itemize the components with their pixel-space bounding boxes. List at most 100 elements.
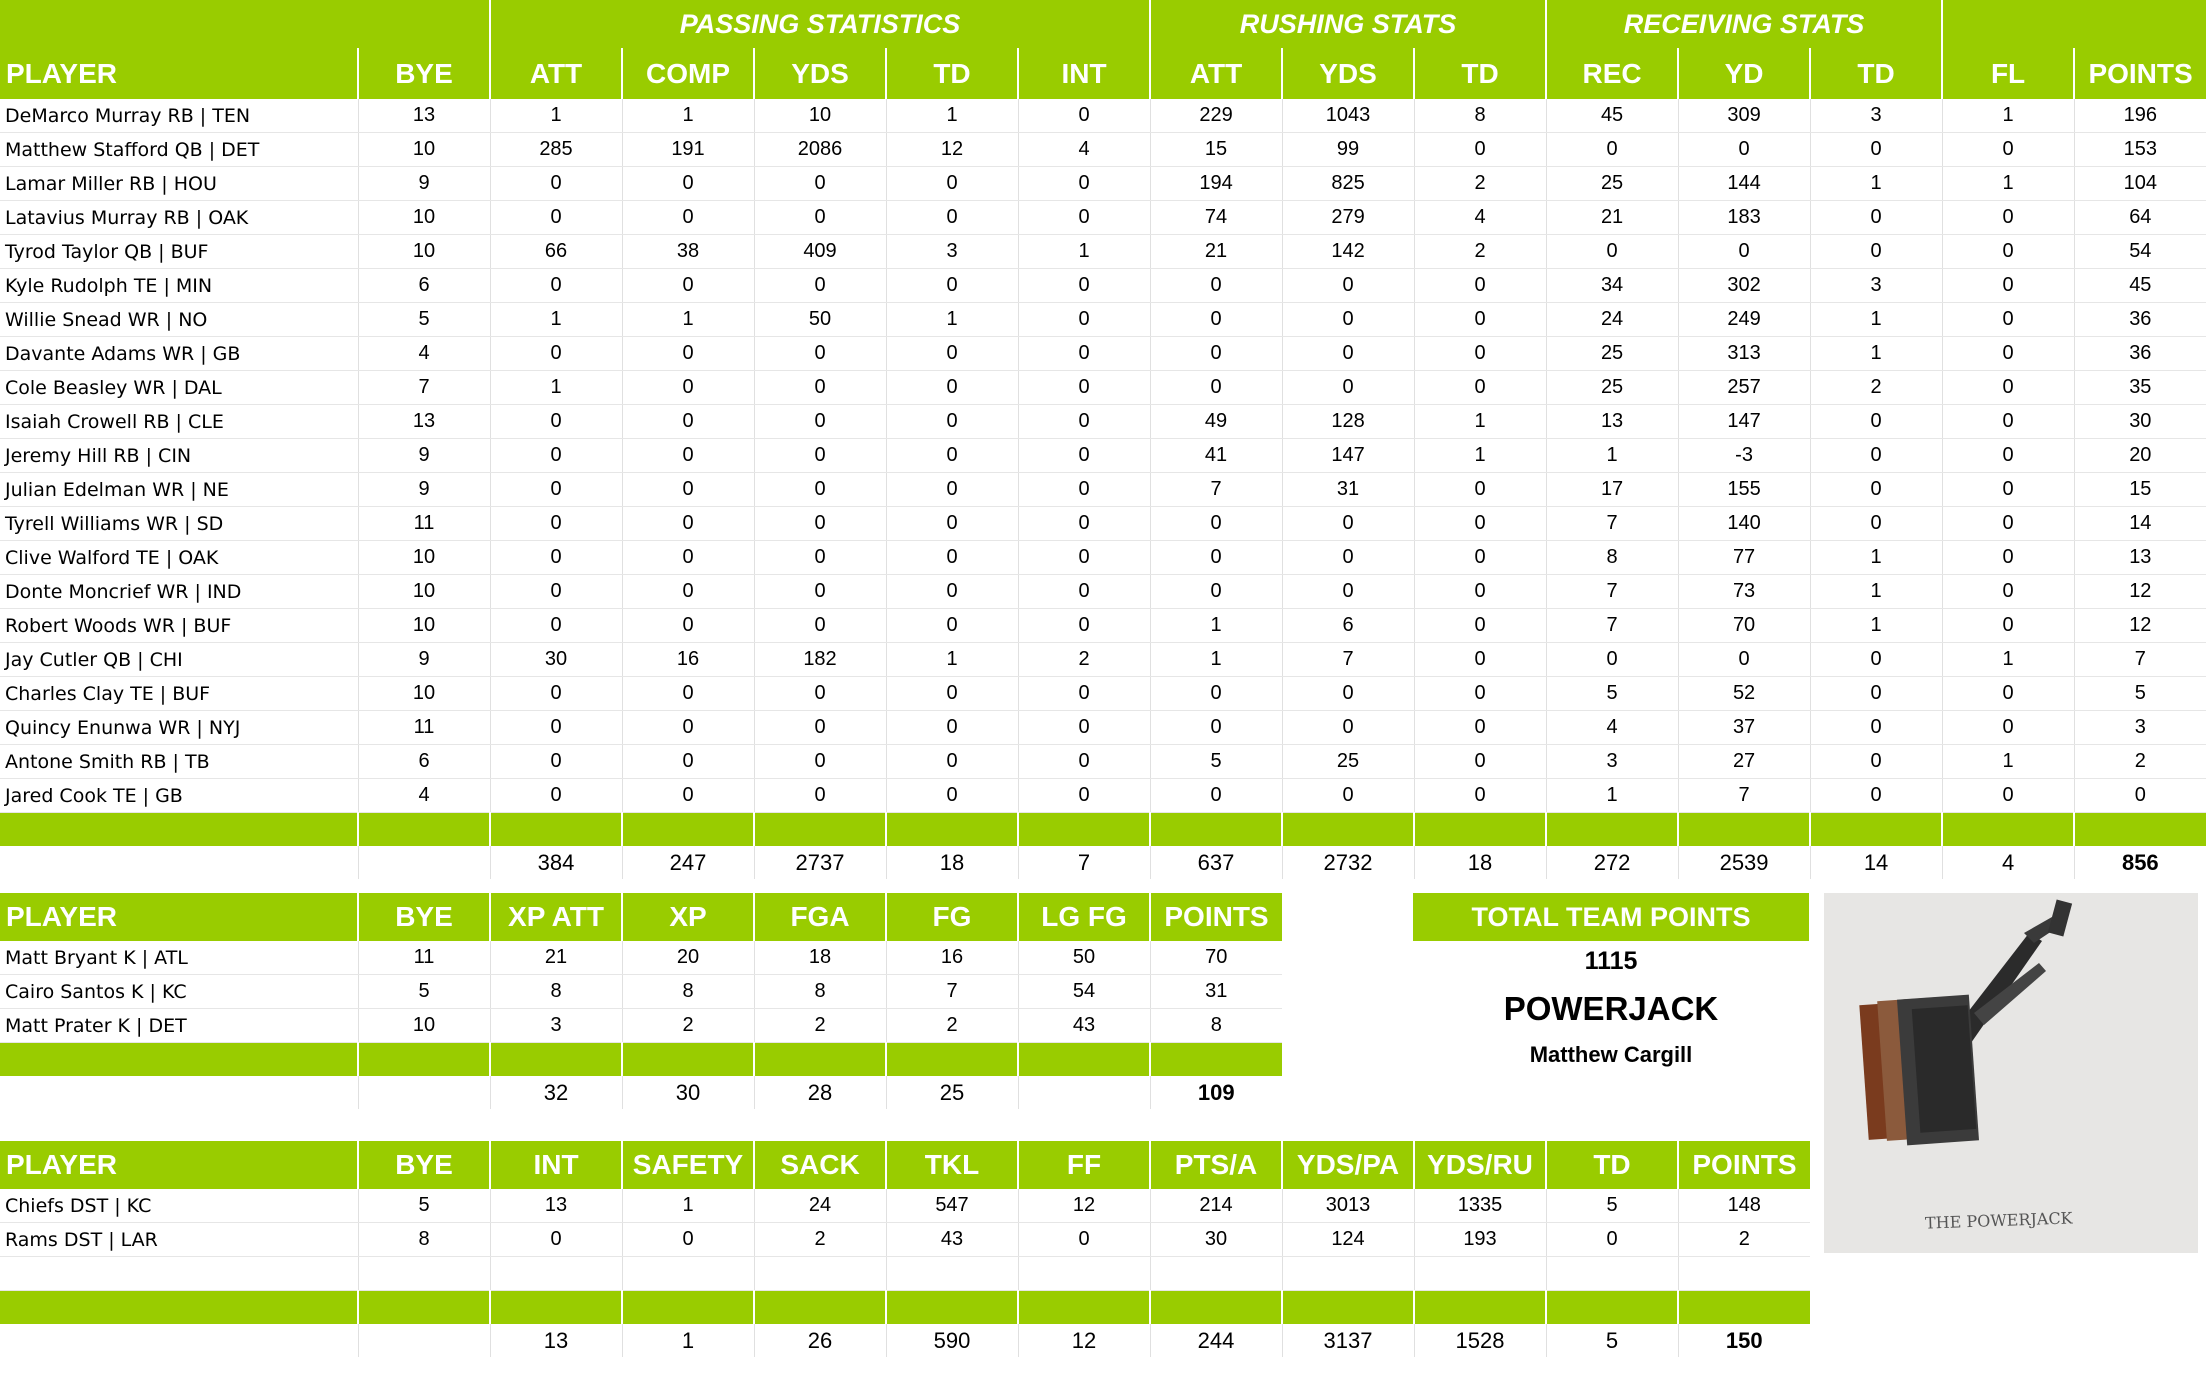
column-header: PLAYER [0, 48, 358, 99]
stat-cell: 6 [357, 744, 490, 779]
stat-cell: 0 [1017, 302, 1151, 337]
stat-cell: 0 [621, 438, 754, 473]
column-header: INT [489, 1141, 622, 1189]
stat-cell: 1335 [1413, 1189, 1546, 1223]
stat-cell: 0 [885, 676, 1018, 711]
stat-cell: 0 [1017, 268, 1151, 303]
player-name-cell: Cole Beasley WR | DAL [0, 370, 358, 405]
stat-cell: 1 [1809, 574, 1943, 609]
stat-cell: 0 [489, 778, 622, 813]
stat-cell: 30 [2073, 404, 2206, 439]
stat-cell: 54 [1017, 974, 1150, 1009]
column-header: YDS/PA [1281, 1141, 1414, 1189]
stat-cell: 0 [1809, 438, 1943, 473]
stat-cell: 0 [489, 336, 622, 371]
stat-cell: 0 [621, 506, 754, 541]
stat-cell: 0 [489, 710, 622, 745]
stat-cell: 0 [489, 200, 622, 235]
stat-cell: 0 [1809, 472, 1943, 507]
stat-cell: 70 [1149, 941, 1282, 975]
stat-cell: 1 [1809, 336, 1943, 371]
stat-cell: 50 [1017, 941, 1150, 975]
stat-cell: 249 [1677, 302, 1811, 337]
stat-cell: 25 [1281, 744, 1415, 779]
total-cell: 30 [621, 1076, 754, 1109]
player-name-cell: Kyle Rudolph TE | MIN [0, 268, 358, 303]
stat-cell: 0 [1281, 370, 1415, 405]
total-cell: 384 [489, 846, 622, 879]
stat-cell: 0 [753, 710, 886, 745]
stat-cell: 285 [489, 132, 622, 167]
column-header: ATT [489, 48, 622, 99]
stat-cell: 0 [1941, 710, 2075, 745]
stat-cell: 0 [753, 438, 886, 473]
stat-cell: 0 [1809, 642, 1943, 677]
stat-cell: 2 [753, 1008, 886, 1043]
stat-cell: 0 [1149, 370, 1283, 405]
stat-cell: 1 [1941, 99, 2075, 133]
offense-totals-row: 384 247 2737 18 7 637 2732 18 272 2539 14 4 856 [0, 846, 2206, 879]
player-row: Lamar Miller RB | HOU 9 0 0 0 0 0 194 825 2 25 144 1… [0, 166, 2206, 201]
stat-cell: 0 [1017, 540, 1151, 575]
player-name-cell: Tyrod Taylor QB | BUF [0, 234, 358, 269]
total-cell: 18 [1413, 846, 1547, 879]
column-header: YD [1677, 48, 1811, 99]
stat-cell: 1 [1809, 540, 1943, 575]
offense-separator-band [0, 812, 2206, 846]
stat-cell: 21 [1545, 200, 1679, 235]
stat-cell: 0 [489, 166, 622, 201]
stat-cell: 0 [1413, 132, 1547, 167]
stat-cell: 13 [489, 1189, 622, 1223]
stat-cell: 10 [357, 132, 490, 167]
stat-cell: 0 [1281, 336, 1415, 371]
powerjack-icon [1859, 899, 2073, 1146]
stat-cell: 0 [885, 472, 1018, 507]
player-row: Quincy Enunwa WR | NYJ 11 0 0 0 0 0 0 0 0 4 37 0 0 3 [0, 710, 2206, 745]
player-name-cell: Rams DST | LAR [0, 1222, 358, 1257]
stat-cell: 5 [357, 302, 490, 337]
player-row: Tyrod Taylor QB | BUF 10 66 38 409 3 1 21 142 2 0 0… [0, 234, 2206, 269]
column-header: PLAYER [0, 893, 358, 941]
stat-cell: 18 [753, 941, 886, 975]
stat-cell: 0 [489, 608, 622, 643]
player-name-cell: Tyrell Williams WR | SD [0, 506, 358, 541]
stat-cell: 13 [357, 99, 490, 133]
stat-cell: 144 [1677, 166, 1811, 201]
stat-cell: 1 [1941, 744, 2075, 779]
stat-cell: 2 [1677, 1222, 1810, 1257]
player-row: Matt Bryant K | ATL 11 21 20 18 16 50 70 [0, 941, 1282, 975]
column-header: YDS/RU [1413, 1141, 1546, 1189]
stat-cell: 1 [621, 1189, 754, 1223]
stat-cell: 0 [1017, 608, 1151, 643]
player-row: Rams DST | LAR 8 0 0 2 43 0 30 124 193 0 2 [0, 1222, 1810, 1257]
stat-cell: 0 [885, 608, 1018, 643]
total-cell [0, 846, 358, 879]
stat-cell: 0 [1017, 710, 1151, 745]
stat-cell: 25 [1545, 370, 1679, 405]
player-name-cell: Donte Moncrief WR | IND [0, 574, 358, 609]
stat-cell: 313 [1677, 336, 1811, 371]
stat-cell: 0 [1413, 574, 1547, 609]
stat-cell: 12 [1017, 1189, 1150, 1223]
column-header: POINTS [1677, 1141, 1810, 1189]
stat-cell: 0 [1413, 608, 1547, 643]
stat-cell: 3013 [1281, 1189, 1414, 1223]
column-header: TD [1413, 48, 1547, 99]
stat-cell: 0 [753, 166, 886, 201]
stat-cell: 0 [621, 404, 754, 439]
stat-cell: 0 [1017, 1222, 1150, 1257]
stat-cell: 99 [1281, 132, 1415, 167]
stat-cell: 0 [621, 336, 754, 371]
stat-cell: 9 [357, 166, 490, 201]
player-name-cell: Latavius Murray RB | OAK [0, 200, 358, 235]
player-row: Willie Snead WR | NO 5 1 1 50 1 0 0 0 0 24 249 1 0 36 [0, 302, 2206, 337]
total-cell: 272 [1545, 846, 1679, 879]
kicker-separator-band [0, 1042, 1282, 1076]
stat-cell: 0 [621, 540, 754, 575]
stat-cell: 0 [1017, 438, 1151, 473]
column-header: POINTS [1149, 893, 1282, 941]
defense-separator-band [0, 1290, 1810, 1324]
stat-cell: 9 [357, 642, 490, 677]
stat-cell: 1 [1941, 642, 2075, 677]
stat-cell: 0 [1413, 710, 1547, 745]
